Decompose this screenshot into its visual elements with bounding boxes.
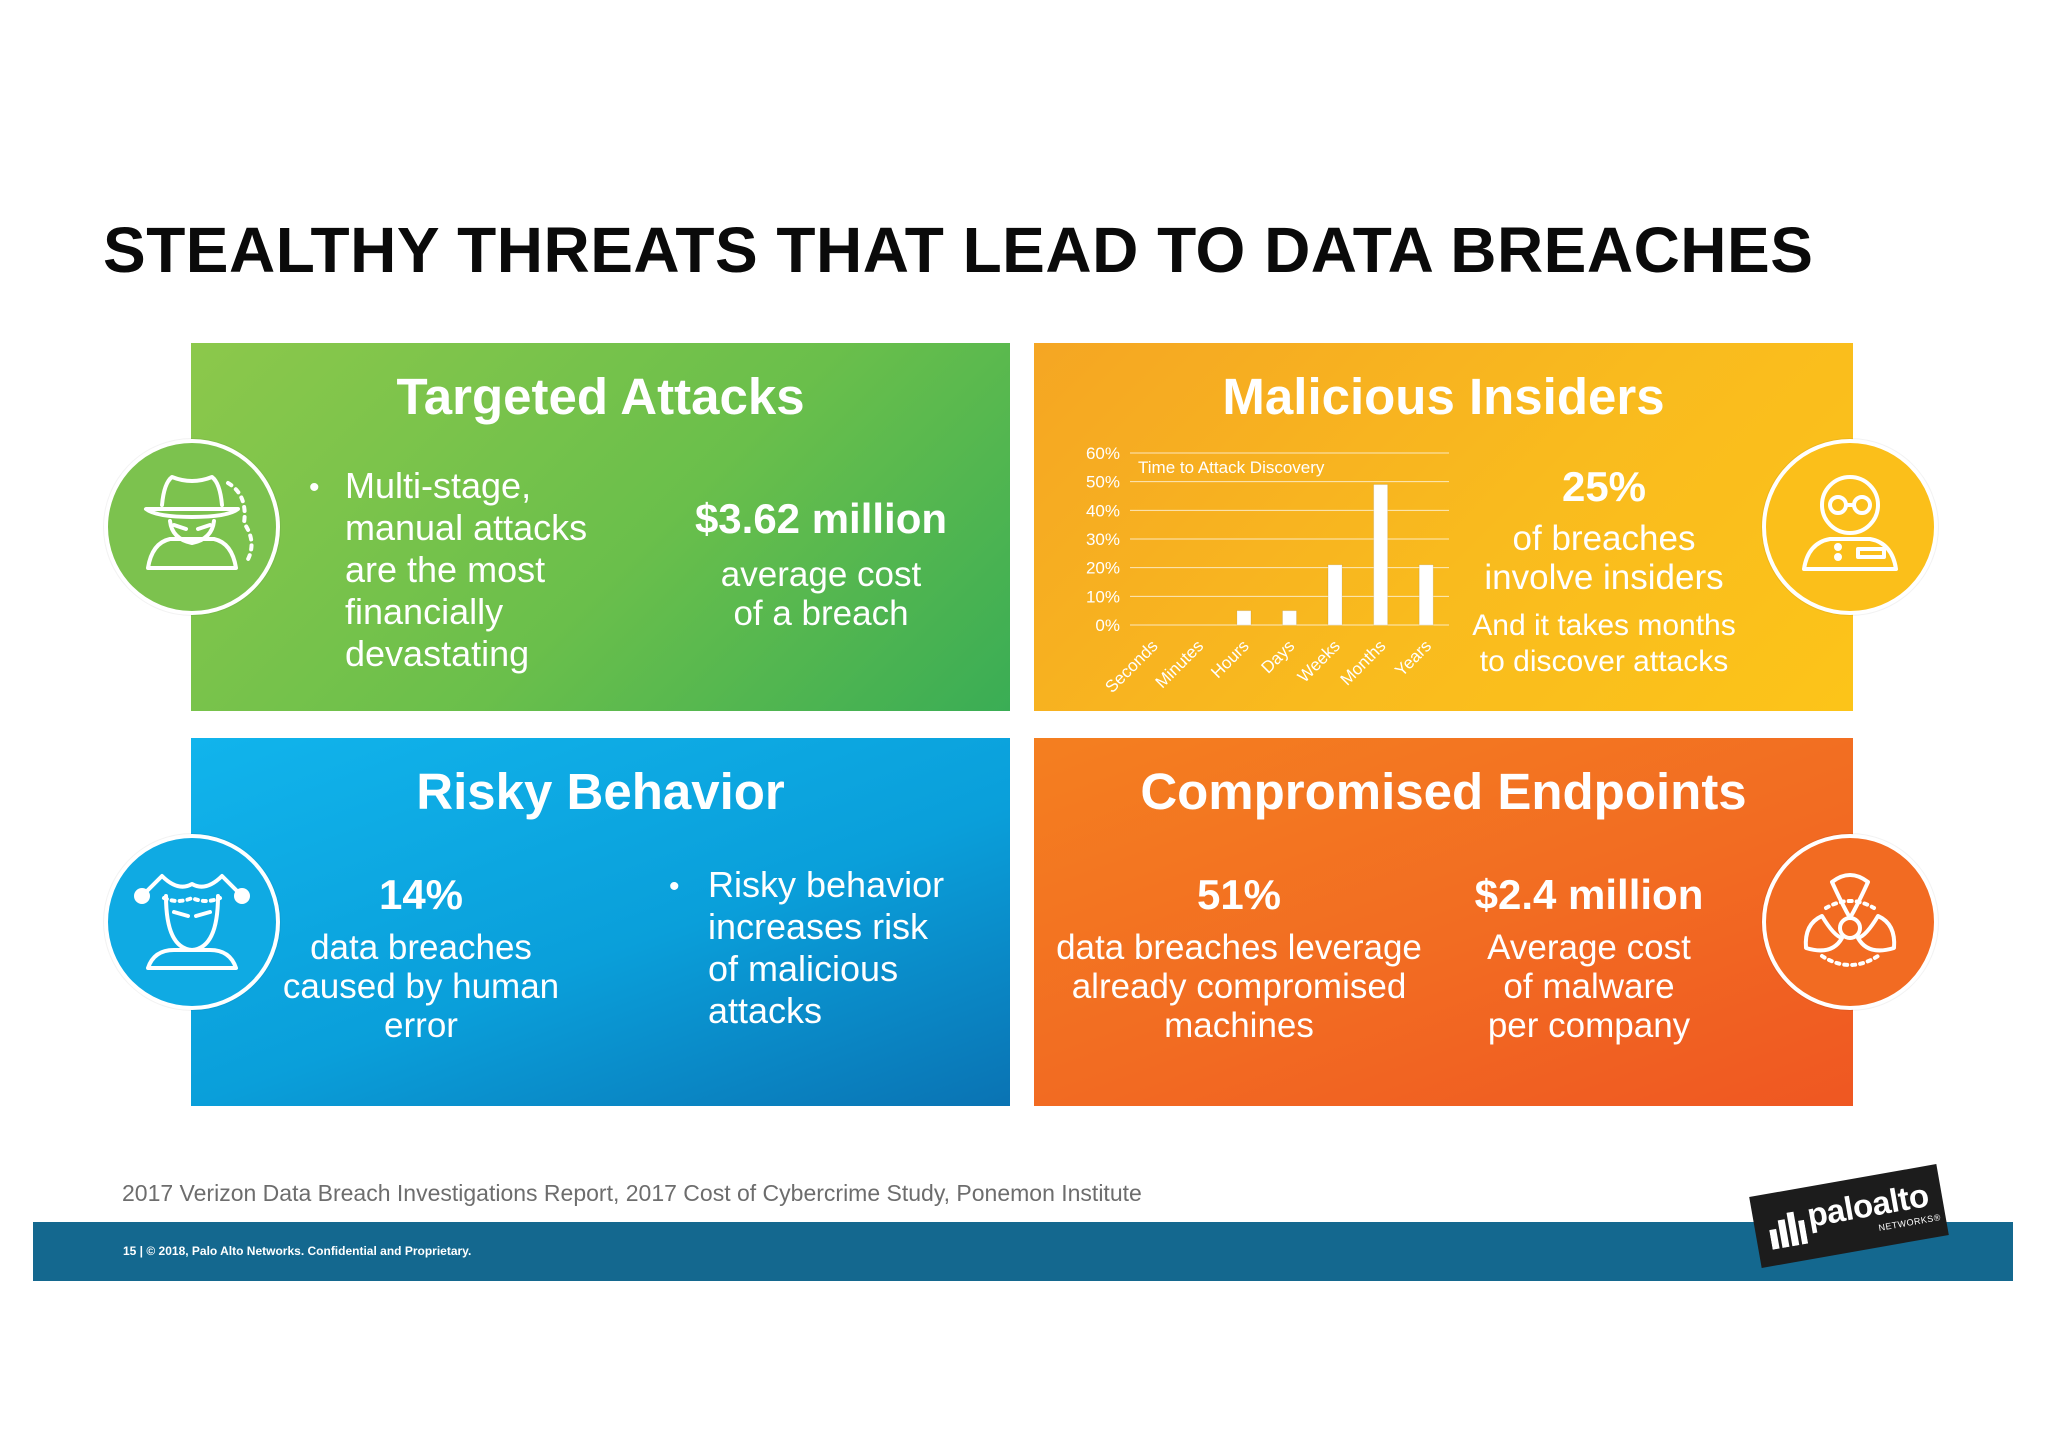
page-title: STEALTHY THREATS THAT LEAD TO DATA BREAC… [103, 214, 1814, 286]
spy-hacker-icon [104, 439, 280, 615]
chart-y-tick-label: 60% [1086, 444, 1120, 463]
chart-y-tick-label: 30% [1086, 530, 1120, 549]
chart-y-tick-label: 10% [1086, 587, 1120, 606]
chart-x-tick-label: Days [1258, 636, 1299, 677]
insider-person-icon [1762, 439, 1938, 615]
logo-mark-icon [1769, 1211, 1809, 1250]
chart-bar [1327, 564, 1343, 626]
bullet-text: Risky behavior increases risk of malicio… [708, 864, 945, 1031]
bullet-marker: • [309, 471, 320, 504]
biohazard-icon [1762, 834, 1938, 1010]
stat-description: data breaches leverage already compromis… [1056, 928, 1422, 1045]
stat-value: 25% [1561, 463, 1647, 510]
stat-note: And it takes months to discover attacks [1472, 609, 1736, 678]
chart-y-tick-label: 20% [1086, 559, 1120, 578]
stat-value: $3.62 million [694, 495, 948, 542]
stat-value: $2.4 million [1474, 871, 1704, 918]
chart-bar [1418, 564, 1434, 626]
footer-text: 15 | © 2018, Palo Alto Networks. Confide… [123, 1244, 472, 1258]
chart-x-tick-label: Months [1337, 636, 1390, 689]
chart-bar [1236, 610, 1252, 626]
panel-targeted-attacks: Targeted Attacks • Multi-stage, manual a… [191, 343, 1010, 711]
stat-value: 14% [378, 871, 464, 918]
stat-description: Average cost of malware per company [1487, 928, 1691, 1045]
chart-svg: 0% 10% 20% 30% 40% 50% 60% Time to Attack Disco… [1086, 444, 1449, 697]
chart-x-tick-label: Hours [1207, 636, 1253, 682]
time-to-discovery-chart: 0% 10% 20% 30% 40% 50% 60% Time to Attack Disco… [1034, 343, 1454, 711]
stat-description: average cost of a breach [720, 555, 922, 633]
panel-title: Malicious Insiders [1222, 368, 1665, 425]
stat-description: of breaches involve insiders [1484, 519, 1724, 597]
panel-compromised-endpoints: Compromised Endpoints 51% data breaches … [1034, 738, 1853, 1106]
panel-title: Compromised Endpoints [1140, 763, 1747, 820]
chart-x-tick-label: Minutes [1152, 636, 1208, 692]
jester-icon [104, 834, 280, 1010]
panel-title: Risky Behavior [416, 763, 785, 820]
bullet-marker: • [669, 870, 680, 903]
stat-description: data breaches caused by human error [282, 928, 560, 1045]
chart-x-tick-label: Weeks [1294, 636, 1344, 686]
chart-y-tick-label: 50% [1086, 473, 1120, 492]
paloalto-logo: paloalto NETWORKS® [1749, 1164, 1949, 1268]
bullet-text: Multi-stage, manual attacks are the most… [345, 465, 588, 674]
panel-risky-behavior: Risky Behavior 14% data breaches caused … [191, 738, 1010, 1106]
chart-x-tick-label: Years [1391, 636, 1435, 680]
panel-malicious-insiders: Malicious Insiders 25% of breaches invol… [1034, 343, 1853, 711]
chart-y-tick-label: 40% [1086, 501, 1120, 520]
source-citation: 2017 Verizon Data Breach Investigations … [122, 1180, 1142, 1206]
chart-bar [1282, 610, 1297, 626]
chart-bar [1373, 484, 1389, 626]
footer-bar: 15 | © 2018, Palo Alto Networks. Confide… [33, 1222, 2013, 1281]
stat-value: 51% [1196, 871, 1282, 918]
panel-title: Targeted Attacks [396, 368, 805, 425]
chart-y-tick-label: 0% [1095, 616, 1120, 635]
chart-title: Time to Attack Discovery [1138, 458, 1325, 477]
chart-x-tick-label: Seconds [1101, 636, 1161, 696]
